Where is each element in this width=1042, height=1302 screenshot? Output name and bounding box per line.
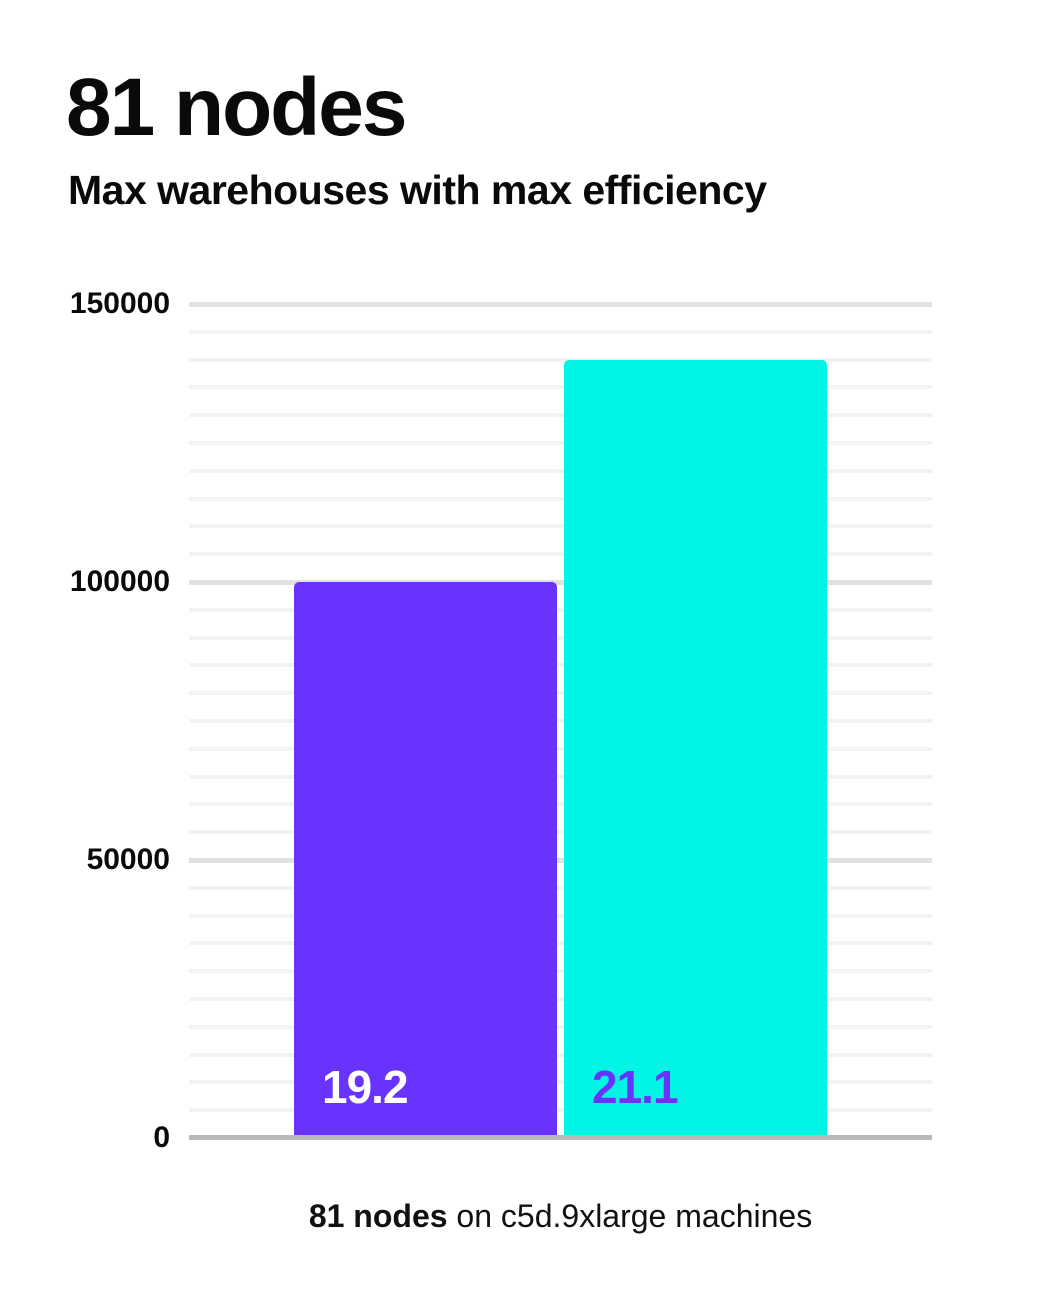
gridline-minor xyxy=(189,552,932,557)
gridline-minor xyxy=(189,830,932,835)
gridline-minor xyxy=(189,357,932,362)
y-tick-label: 100000 xyxy=(69,565,170,598)
gridline-minor xyxy=(189,885,932,890)
gridline-major xyxy=(189,301,932,307)
gridline-minor xyxy=(189,1080,932,1085)
gridline-minor xyxy=(189,413,932,418)
gridline-minor xyxy=(189,997,932,1001)
y-tick-label: 0 xyxy=(153,1121,170,1154)
caption-rest: on c5d.9xlarge machines xyxy=(447,1198,813,1234)
plot-area: 19.2 21.1 xyxy=(189,301,932,1140)
gridline-minor xyxy=(189,635,932,640)
chart-caption: 81 nodes on c5d.9xlarge machines xyxy=(189,1197,932,1235)
gridline-minor xyxy=(189,941,932,946)
page-title: 81 nodes xyxy=(66,62,407,153)
caption-bold: 81 nodes xyxy=(308,1198,448,1234)
gridline-minor xyxy=(189,802,932,807)
gridline-minor xyxy=(189,385,932,390)
gridline-minor xyxy=(189,691,932,696)
chart-card: 81 nodes Max warehouses with max efficie… xyxy=(0,62,932,1235)
x-axis-baseline xyxy=(189,1135,932,1140)
y-axis: 0 50000 100000 150000 xyxy=(0,289,170,1153)
gridline-minor xyxy=(189,913,932,918)
gridline-minor xyxy=(189,1052,932,1057)
bar-value-label: 19.2 xyxy=(322,1061,409,1113)
gridline-minor xyxy=(189,663,932,668)
bar-19.2: 19.2 xyxy=(294,582,557,1136)
bar-21.1: 21.1 xyxy=(564,359,827,1136)
gridline-minor xyxy=(189,1024,932,1029)
gridline-minor xyxy=(189,524,932,529)
gridline-minor xyxy=(189,969,932,974)
gridline-minor xyxy=(189,441,932,445)
y-tick-label: 150000 xyxy=(69,287,170,320)
y-tick-label: 50000 xyxy=(86,843,170,876)
gridline-minor xyxy=(189,719,932,723)
page-subtitle: Max warehouses with max efficiency xyxy=(68,167,767,213)
bar-value-label: 21.1 xyxy=(592,1061,679,1113)
gridline-minor xyxy=(189,774,932,779)
gridline-minor xyxy=(189,496,932,501)
gridline-minor xyxy=(189,468,932,473)
gridline-major xyxy=(189,579,932,585)
gridline-minor xyxy=(189,607,932,612)
gridline-minor xyxy=(189,1108,932,1113)
gridline-major xyxy=(189,857,932,863)
gridline-minor xyxy=(189,329,932,334)
gridline-minor xyxy=(189,746,932,751)
